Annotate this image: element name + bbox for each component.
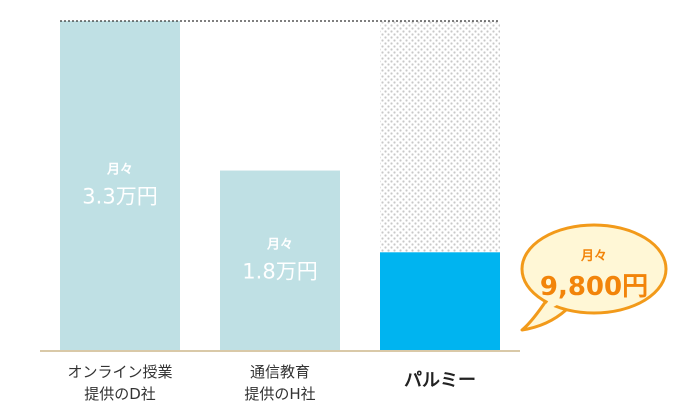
price-callout-bubble: 月々 9,800円 (520, 223, 668, 332)
category-label-0-1: 提供のD社 (84, 385, 156, 403)
callout-price: 9,800円 (540, 272, 648, 302)
category-label-1-0: 通信教育 (250, 363, 310, 381)
callout-prefix: 月々 (580, 249, 607, 264)
category-label-2-0: パルミー (404, 370, 476, 391)
bar-label-prefix-0: 月々 (106, 163, 133, 178)
bar-label-value-0: 3.3万円 (82, 185, 157, 209)
bar-2 (380, 252, 500, 350)
bar-label-prefix-1: 月々 (266, 237, 293, 252)
category-label-1-1: 提供のH社 (244, 385, 315, 403)
bar-1 (220, 170, 340, 350)
bar-label-value-1: 1.8万円 (242, 259, 317, 283)
category-label-0-0: オンライン授業 (67, 363, 172, 381)
bar-0 (60, 21, 180, 350)
